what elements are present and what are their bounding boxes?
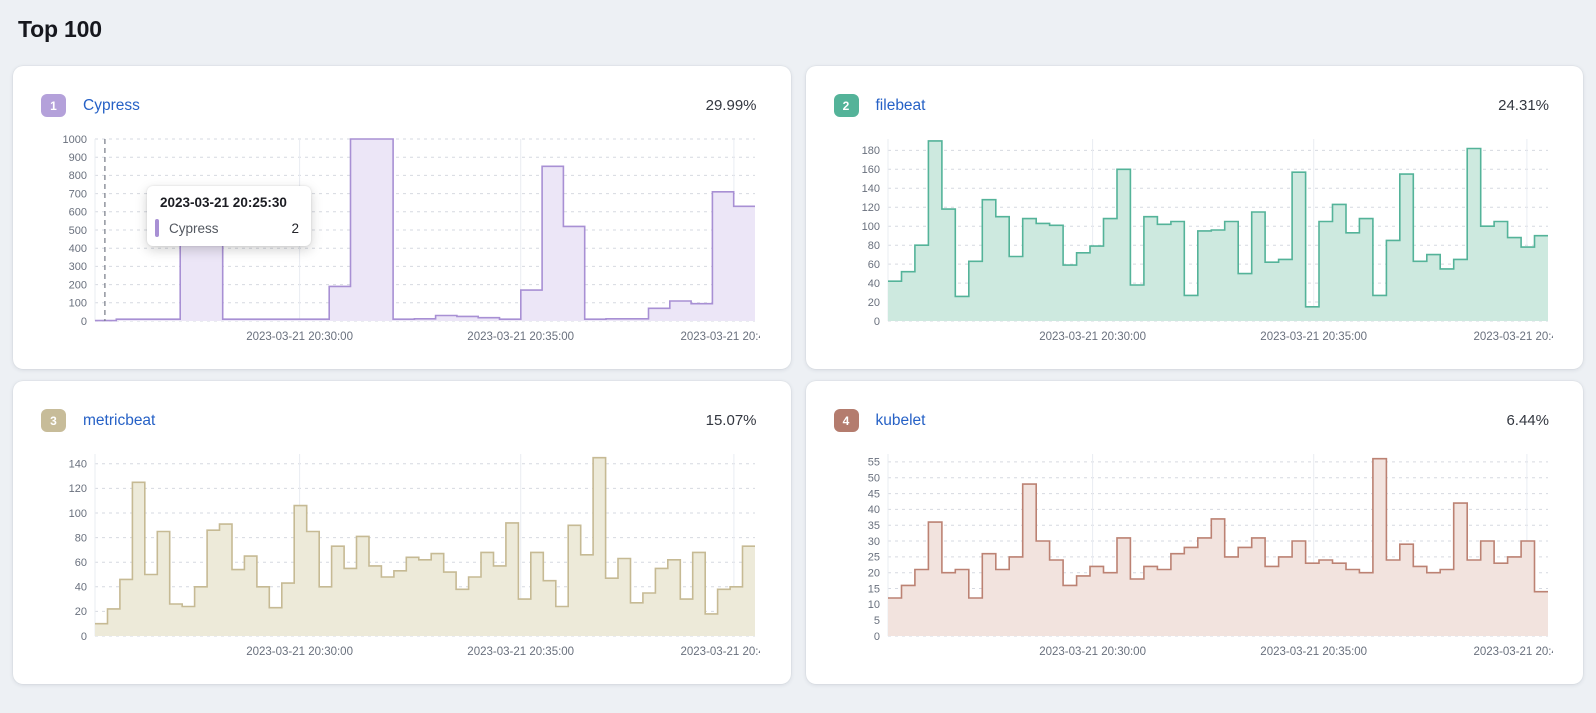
- chart-canvas: 0 20 40 60 80 100 120 140 160 180 2023-03-21 20:30…: [861, 139, 1553, 343]
- card-header: 4 kubelet 6.44%: [826, 409, 1558, 432]
- svg-text:500: 500: [69, 225, 87, 237]
- dashboard-page: Top 100 1 Cypress 29.99% 0 100 200 300 400 50…: [13, 16, 1583, 684]
- svg-text:140: 140: [861, 183, 879, 195]
- svg-text:2023-03-21 20:30:00: 2023-03-21 20:30:00: [246, 331, 353, 343]
- svg-text:2023-03-21 20:30:00: 2023-03-21 20:30:00: [1039, 331, 1146, 343]
- svg-text:100: 100: [69, 508, 87, 520]
- svg-text:400: 400: [69, 243, 87, 255]
- tooltip-series-name: Cypress: [169, 220, 219, 236]
- svg-text:0: 0: [81, 631, 87, 643]
- rank-badge: 1: [41, 94, 66, 117]
- svg-text:0: 0: [81, 316, 87, 328]
- svg-text:55: 55: [867, 457, 879, 469]
- rank-badge: 4: [833, 409, 859, 432]
- svg-text:700: 700: [69, 188, 87, 200]
- series-link-kubelet[interactable]: kubelet: [875, 411, 926, 429]
- svg-text:0: 0: [873, 631, 879, 643]
- svg-text:2023-03-21 20:30:00: 2023-03-21 20:30:00: [246, 646, 353, 658]
- svg-text:60: 60: [867, 259, 879, 271]
- card-filebeat: 2 filebeat 24.31% 0 20 40 60 80 100 120 140 160 1…: [805, 66, 1583, 369]
- svg-text:2023-03-21 20:35:00: 2023-03-21 20:35:00: [467, 646, 574, 658]
- svg-text:2023-03-21 20:40:00: 2023-03-21 20:40:00: [1473, 646, 1552, 658]
- card-metricbeat: 3 metricbeat 15.07% 0 20 40 60 80 100 120 140 20…: [13, 381, 791, 684]
- percent-value: 15.07%: [705, 412, 757, 429]
- svg-text:300: 300: [69, 261, 87, 273]
- svg-text:800: 800: [69, 170, 87, 182]
- chart-cypress[interactable]: 0 100 200 300 400 500 600 700 800 900 1000 2023-03-…: [33, 131, 765, 353]
- svg-text:2023-03-21 20:40:00: 2023-03-21 20:40:00: [1473, 331, 1552, 343]
- svg-text:40: 40: [867, 278, 879, 290]
- page-title: Top 100: [18, 16, 102, 42]
- series-link-metricbeat[interactable]: metricbeat: [83, 411, 156, 429]
- rank-badge: 2: [833, 94, 859, 117]
- rank-badge: 3: [41, 409, 66, 432]
- series-link-filebeat[interactable]: filebeat: [875, 96, 926, 114]
- svg-text:20: 20: [867, 297, 879, 309]
- svg-text:20: 20: [867, 568, 879, 580]
- svg-text:180: 180: [861, 145, 879, 157]
- chart-metricbeat[interactable]: 0 20 40 60 80 100 120 140 2023-03-21 20:30:00 202…: [33, 446, 765, 668]
- svg-text:50: 50: [867, 473, 879, 485]
- svg-text:80: 80: [75, 532, 87, 544]
- tooltip-row: Cypress 2: [147, 216, 311, 246]
- card-header: 3 metricbeat 15.07%: [33, 409, 765, 432]
- svg-text:160: 160: [861, 164, 879, 176]
- chart-canvas: 0 20 40 60 80 100 120 140 2023-03-21 20:30:00 202…: [69, 454, 760, 658]
- chart-kubelet[interactable]: 0 5 10 15 20 25 30 35 40 45 50 55 2023-03-21 20:30:0…: [826, 446, 1558, 668]
- percent-value: 6.44%: [1506, 412, 1549, 429]
- chart-filebeat[interactable]: 0 20 40 60 80 100 120 140 160 180 2023-03-21 20:30…: [826, 131, 1558, 353]
- svg-text:140: 140: [69, 459, 87, 471]
- svg-text:2023-03-21 20:40:00: 2023-03-21 20:40:00: [681, 646, 760, 658]
- svg-text:100: 100: [861, 221, 879, 233]
- svg-text:60: 60: [75, 557, 87, 569]
- tooltip-series-value: 2: [291, 220, 299, 236]
- svg-text:5: 5: [873, 615, 879, 627]
- cards-grid: 1 Cypress 29.99% 0 100 200 300 400 500 600 700 8…: [13, 66, 1583, 684]
- svg-text:1000: 1000: [63, 134, 87, 146]
- svg-text:2023-03-21 20:35:00: 2023-03-21 20:35:00: [1260, 646, 1367, 658]
- tooltip-series-marker: [155, 219, 159, 237]
- svg-text:0: 0: [873, 316, 879, 328]
- card-cypress: 1 Cypress 29.99% 0 100 200 300 400 500 600 700 8…: [13, 66, 791, 369]
- svg-text:30: 30: [867, 536, 879, 548]
- chart-canvas: 0 5 10 15 20 25 30 35 40 45 50 55 2023-03-21 20:30:0…: [867, 454, 1553, 658]
- percent-value: 29.99%: [705, 97, 757, 114]
- svg-text:40: 40: [867, 504, 879, 516]
- card-header: 2 filebeat 24.31%: [826, 94, 1558, 117]
- svg-text:600: 600: [69, 207, 87, 219]
- chart-tooltip: 2023-03-21 20:25:30 Cypress 2: [147, 186, 311, 246]
- svg-text:200: 200: [69, 279, 87, 291]
- svg-text:15: 15: [867, 583, 879, 595]
- card-kubelet: 4 kubelet 6.44% 0 5 10 15 20 25 30 35 40 45 50 55 20…: [805, 381, 1583, 684]
- series-link-cypress[interactable]: Cypress: [83, 96, 140, 114]
- svg-text:25: 25: [867, 552, 879, 564]
- svg-text:35: 35: [867, 520, 879, 532]
- percent-value: 24.31%: [1498, 97, 1549, 114]
- chart-canvas: 0 100 200 300 400 500 600 700 800 900 1000 2023-03-…: [63, 134, 760, 343]
- svg-text:100: 100: [69, 298, 87, 310]
- svg-text:2023-03-21 20:40:00: 2023-03-21 20:40:00: [681, 331, 760, 343]
- svg-text:120: 120: [69, 483, 87, 495]
- svg-text:2023-03-21 20:30:00: 2023-03-21 20:30:00: [1039, 646, 1146, 658]
- svg-text:120: 120: [861, 202, 879, 214]
- svg-text:40: 40: [75, 582, 87, 594]
- tooltip-timestamp: 2023-03-21 20:25:30: [160, 195, 287, 210]
- svg-text:45: 45: [867, 488, 879, 500]
- svg-text:20: 20: [75, 606, 87, 618]
- svg-text:10: 10: [867, 599, 879, 611]
- svg-text:80: 80: [867, 240, 879, 252]
- svg-text:900: 900: [69, 152, 87, 164]
- svg-text:2023-03-21 20:35:00: 2023-03-21 20:35:00: [1260, 331, 1367, 343]
- card-header: 1 Cypress 29.99%: [33, 94, 765, 117]
- svg-text:2023-03-21 20:35:00: 2023-03-21 20:35:00: [467, 331, 574, 343]
